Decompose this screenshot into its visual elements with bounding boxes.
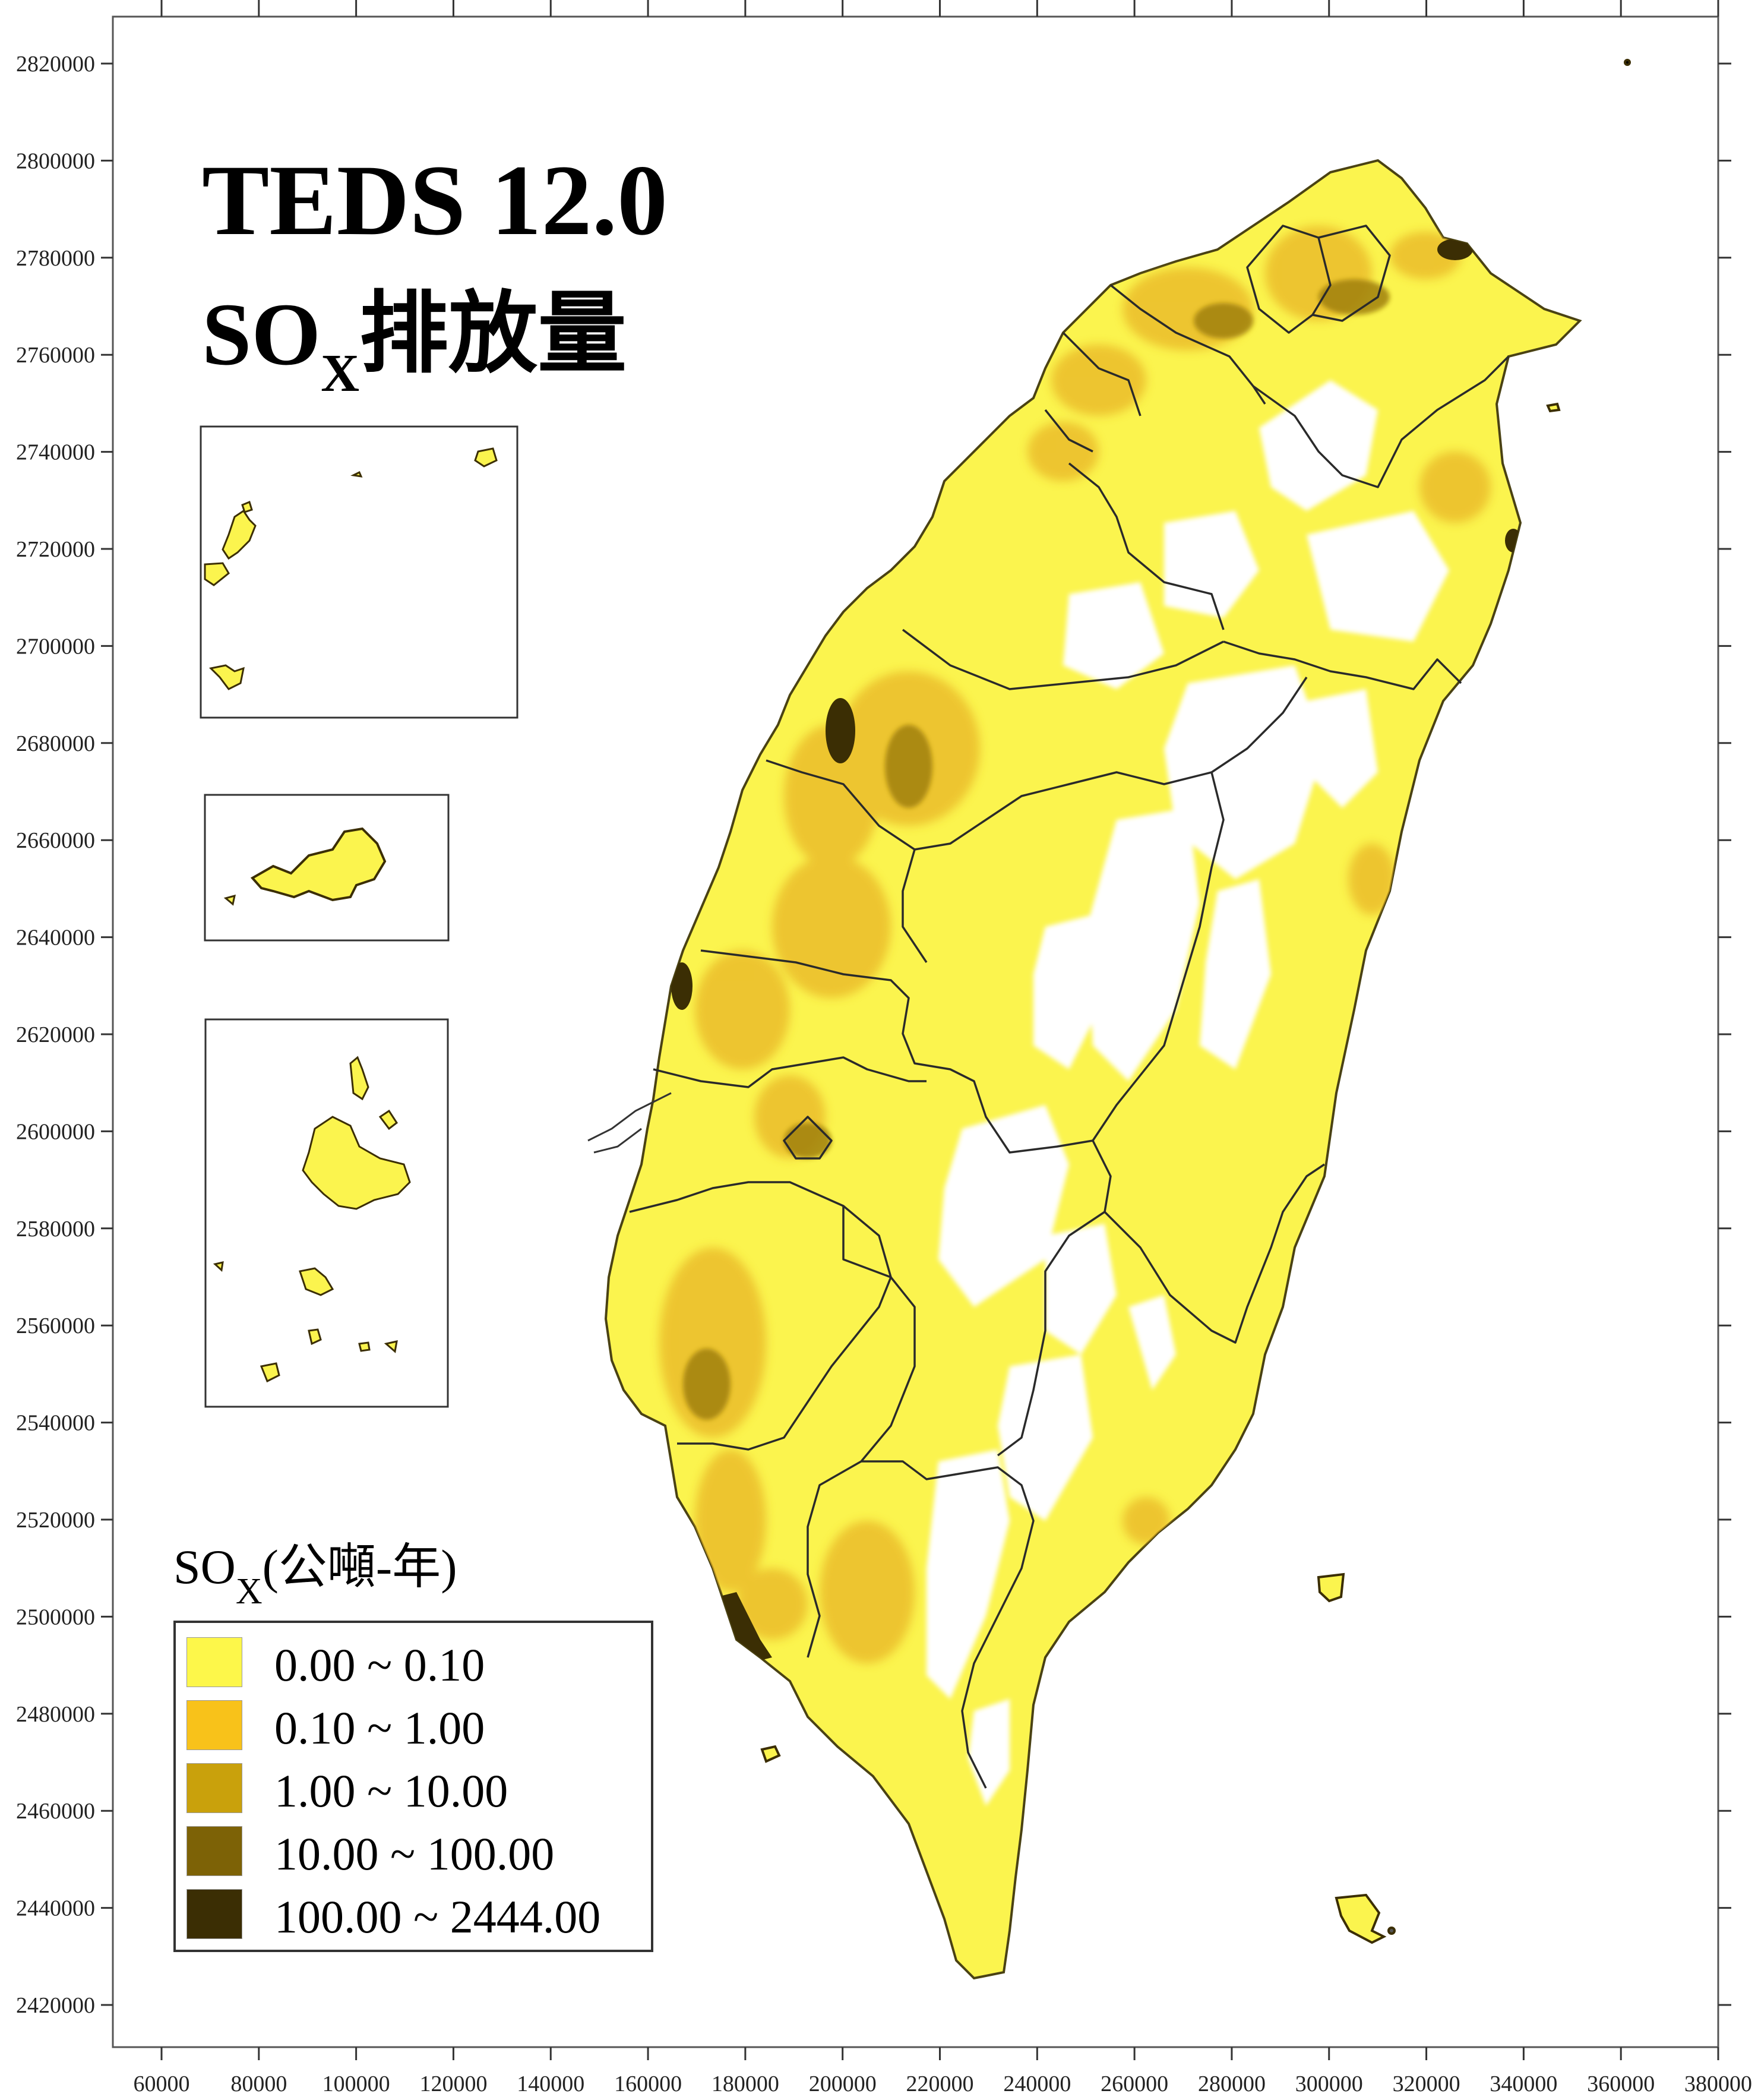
- map-title: TEDS 12.0: [202, 144, 668, 256]
- y-tick-label: 2780000: [16, 246, 95, 271]
- legend-item: 0.00 ~ 0.10: [186, 1634, 638, 1691]
- x-tick-label: 360000: [1587, 2071, 1655, 2096]
- inset-box-kinmen: [204, 794, 450, 942]
- y-tick-label: 2580000: [16, 1217, 95, 1242]
- map-subtitle: SOX排放量: [202, 261, 627, 403]
- legend-box: 0.00 ~ 0.10 0.10 ~ 1.00 1.00 ~ 10.00 10.00 …: [173, 1621, 653, 1952]
- y-tick-label: 2420000: [16, 1993, 95, 2018]
- y-tick-label: 2720000: [16, 537, 95, 562]
- legend-label: 1.00 ~ 10.00: [274, 1765, 508, 1817]
- legend-swatch: [186, 1826, 242, 1876]
- legend-label: 100.00 ~ 2444.00: [274, 1891, 601, 1943]
- x-tick-label: 80000: [230, 2071, 287, 2096]
- legend-label: 0.00 ~ 0.10: [274, 1639, 485, 1691]
- y-tick-label: 2560000: [16, 1313, 95, 1338]
- legend-item: 10.00 ~ 100.00: [186, 1823, 638, 1880]
- y-axis-ticks: 2820000 2800000 2780000 2760000 2740000 27200…: [16, 52, 1731, 2018]
- y-tick-label: 2600000: [16, 1119, 95, 1144]
- y-tick-label: 2540000: [16, 1411, 95, 1436]
- x-tick-label: 300000: [1295, 2071, 1363, 2096]
- legend-item: 1.00 ~ 10.00: [186, 1760, 638, 1817]
- map-frame: [112, 15, 1719, 2048]
- x-tick-label: 120000: [419, 2071, 487, 2096]
- x-tick-label: 100000: [322, 2071, 390, 2096]
- inset-box-matsu: [200, 425, 518, 719]
- subtitle-subscript: X: [321, 344, 360, 403]
- legend-title-so: SO: [173, 1540, 236, 1594]
- x-tick-label: 200000: [809, 2071, 877, 2096]
- legend-label: 10.00 ~ 100.00: [274, 1828, 555, 1880]
- x-axis-ticks: 60000 80000 100000 120000 140000 160000 180000…: [134, 0, 1752, 2096]
- county-boundaries: [629, 225, 1510, 1789]
- offshore-islands: [760, 59, 1631, 1944]
- x-tick-label: 60000: [134, 2071, 190, 2096]
- y-tick-label: 2440000: [16, 1896, 95, 1921]
- y-tick-label: 2800000: [16, 149, 95, 173]
- x-tick-label: 260000: [1101, 2071, 1168, 2096]
- y-tick-label: 2680000: [16, 731, 95, 756]
- subtitle-rest: 排放量: [359, 285, 627, 384]
- very-high-emission-sites: [671, 239, 1522, 1663]
- legend-swatch: [186, 1700, 242, 1750]
- legend-swatch: [186, 1763, 242, 1813]
- x-tick-label: 140000: [517, 2071, 584, 2096]
- mountain-blank-areas: [927, 380, 1449, 1806]
- legend-title: SOX(公噸-年): [173, 1527, 457, 1612]
- y-tick-label: 2700000: [16, 634, 95, 659]
- x-tick-label: 240000: [1003, 2071, 1071, 2096]
- high-emission-hotspots: [683, 279, 1390, 1420]
- legend-title-unit: (公噸-年): [262, 1540, 457, 1594]
- y-tick-label: 2480000: [16, 1702, 95, 1727]
- y-tick-label: 2460000: [16, 1799, 95, 1824]
- y-tick-label: 2740000: [16, 440, 95, 465]
- x-tick-label: 380000: [1684, 2071, 1752, 2096]
- legend-label: 0.10 ~ 1.00: [274, 1702, 485, 1754]
- legend-title-subscript: X: [235, 1571, 263, 1612]
- x-tick-label: 340000: [1490, 2071, 1557, 2096]
- legend-item: 100.00 ~ 2444.00: [186, 1886, 638, 1943]
- y-tick-label: 2660000: [16, 828, 95, 853]
- y-tick-label: 2640000: [16, 926, 95, 950]
- x-tick-label: 220000: [906, 2071, 974, 2096]
- west-coast-lines: [587, 1092, 672, 1154]
- y-tick-label: 2500000: [16, 1605, 95, 1630]
- x-tick-label: 180000: [712, 2071, 779, 2096]
- y-tick-label: 2820000: [16, 52, 95, 77]
- y-tick-label: 2620000: [16, 1022, 95, 1047]
- x-tick-label: 320000: [1393, 2071, 1460, 2096]
- x-tick-label: 280000: [1198, 2071, 1266, 2096]
- inset-box-penghu: [204, 1018, 449, 1408]
- y-tick-label: 2760000: [16, 343, 95, 368]
- taiwan-main-island: [604, 159, 1582, 1980]
- legend-swatch: [186, 1637, 242, 1687]
- legend-item: 0.10 ~ 1.00: [186, 1697, 638, 1754]
- legend-swatch: [186, 1889, 242, 1939]
- subtitle-so: SO: [202, 285, 321, 384]
- y-tick-label: 2520000: [16, 1508, 95, 1533]
- x-tick-label: 160000: [614, 2071, 682, 2096]
